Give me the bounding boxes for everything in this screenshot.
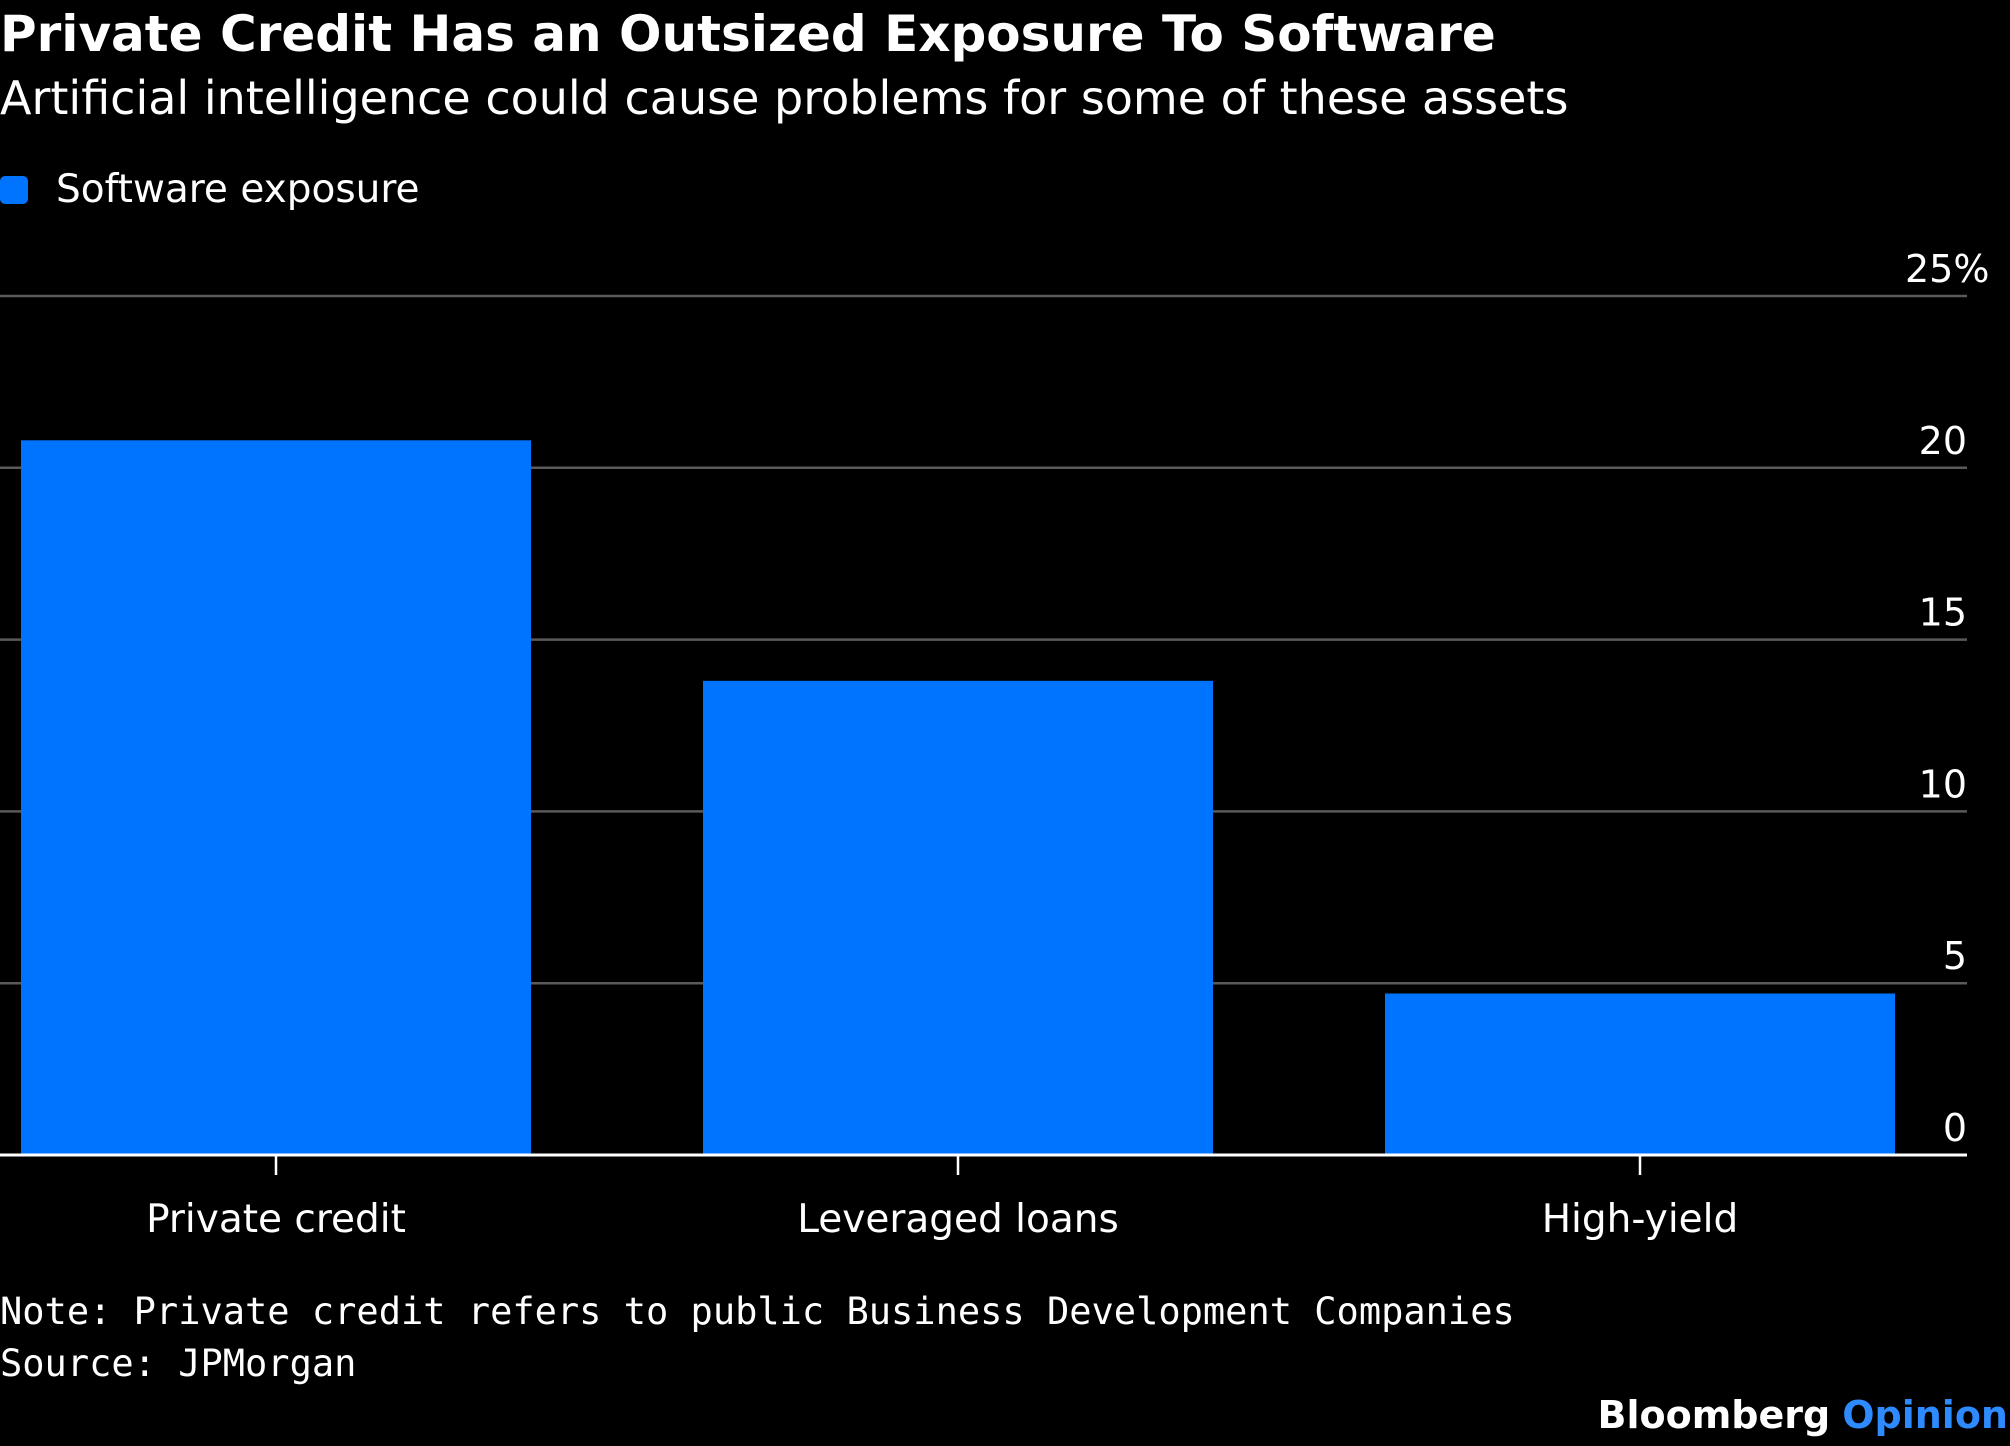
brand-logo: Bloomberg Opinion — [1598, 1390, 2009, 1440]
legend-label: Software exposure — [56, 167, 420, 212]
bar-leveraged-loans — [703, 680, 1213, 1155]
legend: Software exposure — [0, 164, 420, 216]
y-tick-label: 25% — [1905, 247, 1989, 291]
y-tick-label: 10 — [1919, 762, 1967, 806]
legend-swatch — [0, 176, 28, 204]
y-tick-label: 20 — [1919, 419, 1967, 463]
chart-source: Source: JPMorgan — [0, 1342, 357, 1385]
brand-name: Bloomberg — [1597, 1393, 1831, 1437]
x-tick-label: Leveraged loans — [797, 1197, 1119, 1242]
y-tick-label: 15 — [1919, 591, 1967, 635]
y-tick-label: 5 — [1943, 934, 1967, 978]
y-tick-label: 0 — [1943, 1106, 1967, 1150]
brand-suffix: Opinion — [1842, 1393, 2008, 1437]
chart-subtitle: Artificial intelligence could cause prob… — [0, 71, 1569, 125]
bar-high-yield — [1385, 993, 1895, 1155]
x-tick-label: Private credit — [146, 1197, 406, 1242]
bar-private-credit — [21, 440, 531, 1155]
chart-note: Note: Private credit refers to public Bu… — [0, 1290, 1515, 1333]
chart-title: Private Credit Has an Outsized Exposure … — [0, 5, 1496, 63]
x-tick-label: High-yield — [1542, 1197, 1739, 1242]
